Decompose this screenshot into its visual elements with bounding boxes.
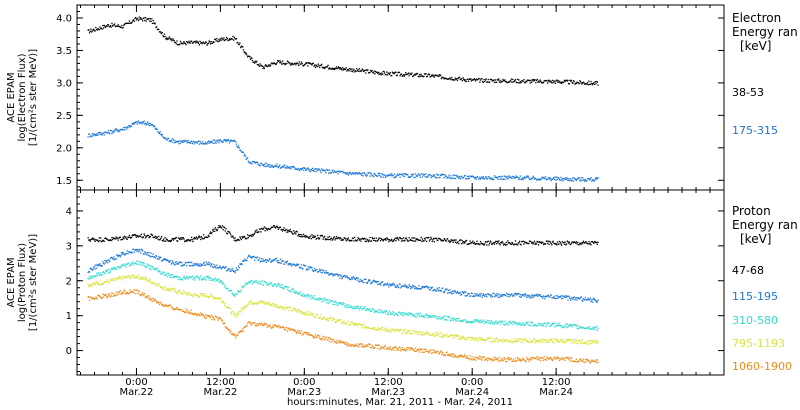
y-axis-label-line: log(Proton Flux) — [17, 243, 28, 322]
y-tick-label: 2.0 — [56, 143, 72, 154]
x-tick-date: Mar.24 — [539, 387, 573, 398]
x-axis-label: hours:minutes, Mar. 21, 2011 - Mar. 24, … — [287, 397, 513, 408]
y-tick-label: 3 — [66, 241, 72, 252]
legend-entry-115-195: 115-195 — [732, 290, 778, 303]
y-axis-label-line: [1/(cm²s ster MeV)] — [28, 234, 39, 331]
series-310-580 — [87, 260, 599, 331]
x-tick-time: 0:00 — [461, 377, 483, 388]
series-1060-1900 — [87, 289, 599, 364]
legend-title-line: Proton — [732, 204, 771, 218]
series-795-1193 — [87, 274, 599, 345]
x-tick-time: 0:00 — [125, 377, 147, 388]
series-115-195 — [87, 248, 599, 303]
series-38-53 — [87, 16, 599, 86]
x-tick-time: 12:00 — [542, 377, 571, 388]
y-axis-label-line: ACE EPAM — [6, 72, 17, 122]
y-tick-label: 4.0 — [56, 13, 72, 24]
y-tick-label: 4 — [66, 206, 72, 217]
legend-title-line: [keV] — [740, 232, 771, 246]
legend-entry-47-68: 47-68 — [732, 264, 764, 277]
series-175-315 — [87, 120, 599, 182]
y-tick-label: 2 — [66, 276, 72, 287]
y-axis-label-line: [1/(cm²s ster MeV)] — [28, 49, 39, 146]
x-tick-date: Mar.22 — [203, 387, 237, 398]
x-tick-date: Mar.24 — [455, 387, 489, 398]
legend-entry-175-315: 175-315 — [732, 124, 778, 137]
y-tick-label: 3.5 — [56, 46, 72, 57]
y-tick-label: 1 — [66, 311, 72, 322]
x-tick-time: 12:00 — [206, 377, 235, 388]
legend-title-line: Energy ran — [732, 25, 798, 39]
y-tick-label: 0 — [66, 346, 72, 357]
x-tick-date: Mar.23 — [287, 387, 321, 398]
legend-title-line: Electron — [732, 11, 781, 25]
legend-entry-310-580: 310-580 — [732, 314, 778, 327]
y-tick-label: 2.5 — [56, 111, 72, 122]
y-tick-label: 1.5 — [56, 176, 72, 187]
y-tick-label: 3.0 — [56, 78, 72, 89]
legend-entry-38-53: 38-53 — [732, 86, 764, 99]
y-axis-label-line: log(Electron Flux) — [17, 53, 28, 141]
legend-entry-1060-1900: 1060-1900 — [732, 360, 792, 373]
proton-panel: 0 1 2 3 4 ACE EPAM log(Proton Flux) [1/(cm²s st… — [6, 189, 798, 376]
legend-entry-795-1193: 795-1193 — [732, 337, 785, 350]
time-axis: 0:00Mar.2212:00Mar.220:00Mar.2312:00Mar.… — [79, 5, 725, 398]
y-axis-label-line: ACE EPAM — [6, 257, 17, 307]
legend-title-line: Energy ran — [732, 218, 798, 232]
plot-frame — [76, 4, 725, 191]
x-tick-date: Mar.22 — [120, 387, 154, 398]
x-tick-time: 12:00 — [374, 377, 403, 388]
x-tick-date: Mar.23 — [371, 387, 405, 398]
plot-frame — [76, 189, 725, 376]
legend-title-line: [keV] — [740, 39, 771, 53]
series-47-68 — [87, 225, 599, 246]
electron-panel: 1.5 2.0 2.5 3.0 3.5 4.0 ACE EPAM log(Electron F… — [6, 4, 798, 191]
x-tick-time: 0:00 — [293, 377, 315, 388]
